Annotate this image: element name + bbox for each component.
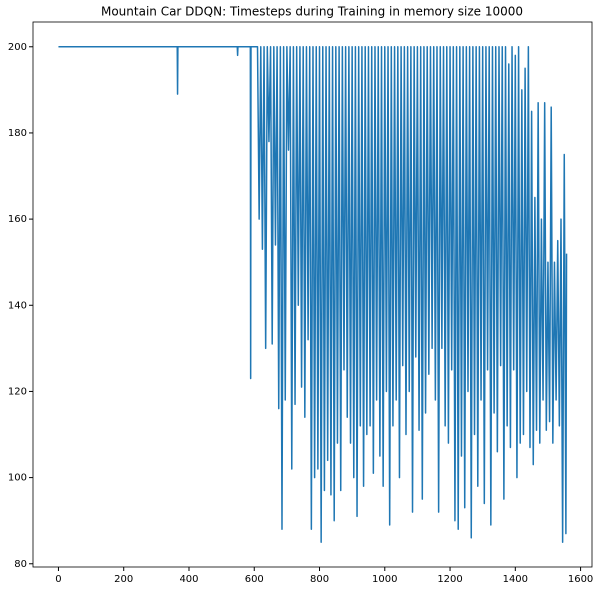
y-tick-label: 200: [8, 42, 27, 53]
chart-title: Mountain Car DDQN: Timesteps during Trai…: [101, 5, 523, 19]
x-tick-label: 1600: [568, 574, 593, 585]
x-tick-label: 1200: [437, 574, 462, 585]
y-tick-label: 120: [8, 386, 27, 397]
x-tick-label: 1400: [503, 574, 528, 585]
y-tick-label: 160: [8, 214, 27, 225]
data-line: [58, 46, 568, 543]
plot-frame: [32, 21, 593, 568]
y-tick-label: 140: [8, 300, 27, 311]
x-tick-label: 400: [179, 574, 198, 585]
x-tick-label: 200: [114, 574, 133, 585]
x-tick-label: 600: [245, 574, 264, 585]
x-tick-label: 800: [310, 574, 329, 585]
y-tick-label: 80: [14, 559, 27, 570]
y-tick-label: 180: [8, 128, 27, 139]
x-tick-label: 0: [55, 574, 61, 585]
y-tick-label: 100: [8, 473, 27, 484]
x-tick-label: 1000: [372, 574, 397, 585]
